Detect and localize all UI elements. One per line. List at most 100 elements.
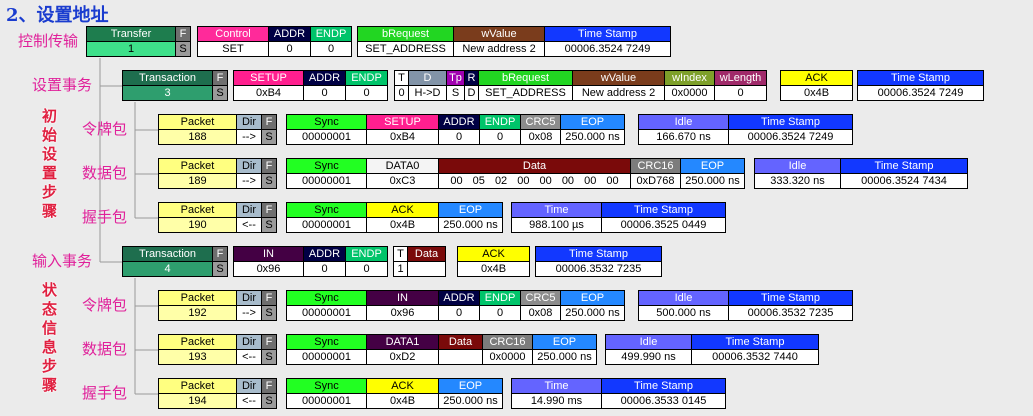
field-value: 00000001 xyxy=(286,305,367,321)
field-header: Tp xyxy=(446,70,465,86)
field-header: ADDR xyxy=(303,70,346,86)
field-header: Time Stamp xyxy=(601,378,726,394)
field-header: Packet xyxy=(158,290,237,306)
field-value: 250.000 ns xyxy=(680,173,745,189)
field-value: 0 xyxy=(394,85,409,101)
field-header: Time Stamp xyxy=(728,114,853,130)
field-value: 0 xyxy=(303,261,346,277)
row-label: 令牌包 xyxy=(82,297,128,314)
field-header: T xyxy=(393,246,408,262)
field-value: D xyxy=(464,85,479,101)
field-value: 3 xyxy=(122,85,213,101)
field-value: 0xB4 xyxy=(366,129,439,145)
field-value: 0x4B xyxy=(780,85,853,101)
field-header: CRC16 xyxy=(482,334,533,350)
field-value: 250.000 ns xyxy=(560,305,625,321)
field-header: EOP xyxy=(560,290,625,306)
field-header: ENDP xyxy=(479,114,521,130)
field-header: Time Stamp xyxy=(601,202,726,218)
field-header: ENDP xyxy=(345,70,388,86)
field-header: Packet xyxy=(158,114,237,130)
field-header: ADDR xyxy=(438,114,480,130)
field-value: 0 xyxy=(345,85,388,101)
field-header: F xyxy=(175,26,191,42)
field-header: Time Stamp xyxy=(728,290,853,306)
field-value: 189 xyxy=(158,173,237,189)
field-header: IN xyxy=(366,290,439,306)
field-header: Time Stamp xyxy=(535,246,662,262)
field-value: 192 xyxy=(158,305,237,321)
field-header: Idle xyxy=(605,334,692,350)
field-header: Dir xyxy=(236,334,262,350)
field-header: ACK xyxy=(366,202,439,218)
field-header: F xyxy=(261,334,277,350)
field-header: F xyxy=(212,246,228,262)
field-value: S xyxy=(261,349,277,365)
field-header: SETUP xyxy=(366,114,439,130)
field-value: --> xyxy=(236,129,262,145)
field-header: Dir xyxy=(236,114,262,130)
field-value: 00006.3524 7249 xyxy=(728,129,853,145)
field-header: ACK xyxy=(457,246,530,262)
field-value: 0 xyxy=(303,85,346,101)
field-value: 194 xyxy=(158,393,237,409)
field-value: 190 xyxy=(158,217,237,233)
field-header: ADDR xyxy=(303,246,346,262)
field-value: S xyxy=(175,41,191,57)
field-value: 0xD2 xyxy=(366,349,439,365)
field-value: <-- xyxy=(236,349,262,365)
field-value: 00006.3524 7249 xyxy=(857,85,984,101)
field-value: 00006.3525 0449 xyxy=(601,217,726,233)
field-value xyxy=(407,261,446,277)
field-value: 193 xyxy=(158,349,237,365)
field-value: S xyxy=(261,217,277,233)
row-label: 数据包 xyxy=(82,165,128,182)
field-header: Transfer xyxy=(86,26,176,42)
field-header: Sync xyxy=(286,158,367,174)
field-value: <-- xyxy=(236,217,262,233)
field-header: DATA1 xyxy=(366,334,439,350)
row-label: 数据包 xyxy=(82,341,128,358)
field-value: New address 2 xyxy=(453,41,545,57)
field-header: ENDP xyxy=(479,290,521,306)
field-value: 0xB4 xyxy=(233,85,304,101)
field-value: 0 xyxy=(479,305,521,321)
field-header: wIndex xyxy=(664,70,715,86)
field-value: 0x08 xyxy=(520,305,561,321)
field-header: CRC5 xyxy=(520,114,561,130)
field-value: 499.990 ns xyxy=(605,349,692,365)
field-header: EOP xyxy=(438,202,503,218)
field-header: T xyxy=(394,70,409,86)
row-label: 输入事务 xyxy=(32,253,93,270)
step-label: 初始设置步骤 xyxy=(40,108,57,222)
field-header: ACK xyxy=(780,70,853,86)
field-header: EOP xyxy=(680,158,745,174)
field-value: 0xD768 xyxy=(630,173,681,189)
field-value: S xyxy=(261,129,277,145)
field-value: 00006.3532 7440 xyxy=(691,349,819,365)
field-value: SET_ADDRESS xyxy=(478,85,573,101)
field-header: Time Stamp xyxy=(840,158,968,174)
field-header: wValue xyxy=(572,70,665,86)
row-label: 握手包 xyxy=(82,385,128,402)
field-header: IN xyxy=(233,246,304,262)
field-header: Idle xyxy=(638,114,729,130)
field-value: 0xC3 xyxy=(366,173,439,189)
field-value: <-- xyxy=(236,393,262,409)
field-value: 00000001 xyxy=(286,393,367,409)
field-value: 0 xyxy=(268,41,311,57)
field-header: Time xyxy=(511,202,602,218)
field-header: Transaction xyxy=(122,70,213,86)
field-value: S xyxy=(212,85,228,101)
field-value: H->D xyxy=(408,85,447,101)
field-header: Dir xyxy=(236,378,262,394)
field-value: 00006.3524 7249 xyxy=(544,41,671,57)
field-value xyxy=(438,349,483,365)
field-header: EOP xyxy=(560,114,625,130)
field-value: 00000001 xyxy=(286,129,367,145)
field-value: 00000001 xyxy=(286,217,367,233)
field-value: 00006.3524 7434 xyxy=(840,173,968,189)
field-value: S xyxy=(261,393,277,409)
